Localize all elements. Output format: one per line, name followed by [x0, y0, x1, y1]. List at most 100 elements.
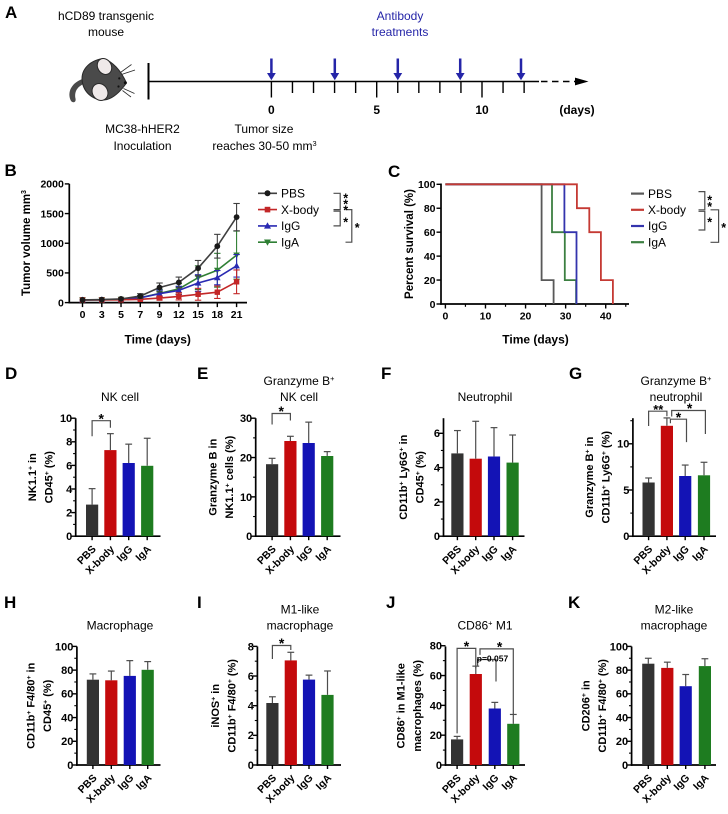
svg-text:30: 30 [240, 413, 252, 425]
svg-text:5: 5 [623, 485, 629, 497]
svg-text:Granzyme B in: Granzyme B in [208, 438, 220, 515]
svg-text:0: 0 [66, 531, 72, 543]
svg-text:PBS: PBS [281, 187, 305, 201]
svg-text:CD45+​ (%): CD45+​ (%) [415, 451, 427, 504]
svg-text:CD45+​ (%): CD45+​ (%) [44, 451, 56, 504]
svg-text:0: 0 [622, 760, 628, 772]
svg-text:40: 40 [600, 311, 612, 323]
svg-text:CD11b+​ Ly6G+​ in: CD11b+​ Ly6G+​ in [398, 434, 410, 520]
svg-text:10: 10 [240, 492, 252, 504]
svg-text:30: 30 [560, 311, 572, 323]
svg-text:Time (days): Time (days) [124, 333, 190, 347]
svg-text:Tumor size: Tumor size [235, 122, 294, 136]
svg-text:2: 2 [248, 730, 254, 742]
svg-text:*: * [279, 635, 285, 651]
svg-text:100: 100 [610, 641, 628, 653]
svg-text:**: ** [653, 402, 664, 417]
svg-text:NK1.1+​ cells (%): NK1.1+​ cells (%) [224, 435, 236, 518]
svg-text:CD11b+​ F4/80+​ in: CD11b+​ F4/80+​ in [26, 662, 38, 749]
svg-text:CD206+​ in: CD206+​ in [581, 680, 593, 731]
svg-text:0: 0 [268, 103, 275, 117]
svg-text:*: * [343, 198, 348, 212]
svg-text:Antibody: Antibody [377, 9, 424, 23]
svg-text:4: 4 [66, 484, 73, 496]
svg-text:J: J [386, 593, 395, 612]
svg-text:10: 10 [480, 311, 492, 323]
svg-text:macrophage: macrophage [641, 619, 708, 633]
svg-text:1500: 1500 [40, 208, 64, 220]
svg-text:CD11b+​ Ly6G+​ (%): CD11b+​ Ly6G+​ (%) [601, 431, 613, 524]
svg-text:18: 18 [211, 309, 223, 321]
svg-text:80: 80 [61, 665, 73, 677]
svg-text:Macrophage: Macrophage [87, 619, 154, 633]
svg-text:IgA: IgA [648, 235, 666, 249]
svg-text:E: E [197, 364, 208, 383]
svg-text:*: * [721, 221, 726, 235]
svg-text:15: 15 [192, 309, 204, 321]
svg-text:60: 60 [61, 689, 73, 701]
svg-text:H: H [4, 593, 16, 612]
svg-text:Granzyme B+​ in: Granzyme B+​ in [584, 436, 596, 517]
svg-text:CD86+​ in M1-like: CD86+​ in M1-like [396, 663, 408, 748]
svg-text:5: 5 [118, 309, 124, 321]
svg-text:Granzyme B+​: Granzyme B+​ [263, 374, 334, 388]
svg-text:*: * [707, 200, 712, 214]
svg-text:M1-like: M1-like [281, 603, 320, 617]
svg-text:mouse: mouse [88, 25, 124, 39]
svg-text:macrophages (%): macrophages (%) [412, 660, 424, 752]
svg-text:IgG: IgG [281, 219, 300, 233]
svg-text:10: 10 [60, 413, 72, 425]
svg-text:0: 0 [436, 760, 442, 772]
svg-text:40: 40 [61, 712, 73, 724]
svg-text:IgG: IgG [648, 219, 667, 233]
svg-text:60: 60 [424, 227, 436, 239]
svg-text:*: * [343, 204, 348, 218]
svg-text:0: 0 [246, 531, 252, 543]
svg-text:X-body: X-body [281, 203, 319, 217]
svg-text:40: 40 [424, 251, 436, 263]
svg-text:*: * [355, 221, 360, 235]
svg-text:C: C [388, 162, 400, 181]
svg-text:*: * [687, 400, 693, 416]
svg-text:9: 9 [157, 309, 163, 321]
svg-text:M2-like: M2-like [655, 603, 694, 617]
svg-text:4: 4 [434, 463, 441, 475]
svg-text:NK cell: NK cell [101, 390, 139, 404]
svg-text:G: G [569, 364, 582, 383]
svg-text:MC38-hHER2: MC38-hHER2 [105, 122, 180, 136]
svg-text:*: * [343, 192, 348, 206]
svg-text:80: 80 [616, 665, 628, 677]
svg-text:IgA: IgA [281, 235, 299, 249]
svg-text:4: 4 [248, 701, 255, 713]
svg-text:*: * [707, 194, 712, 208]
svg-text:0: 0 [430, 299, 436, 311]
svg-text:0: 0 [248, 760, 254, 772]
svg-text:CD11b+​ F4/80+​ (%): CD11b+​ F4/80+​ (%) [227, 659, 239, 753]
svg-text:0: 0 [67, 760, 73, 772]
svg-text:80: 80 [424, 203, 436, 215]
svg-text:NK cell: NK cell [280, 390, 318, 404]
svg-text:20: 20 [616, 736, 628, 748]
svg-text:40: 40 [430, 700, 442, 712]
svg-text:A: A [5, 3, 17, 22]
svg-text:10: 10 [617, 439, 629, 451]
svg-text:iNOS+​ in: iNOS+​ in [210, 684, 222, 728]
svg-text:1000: 1000 [40, 238, 64, 250]
svg-text:21: 21 [231, 309, 243, 321]
svg-text:CD86+​ M1: CD86+​ M1 [457, 619, 512, 633]
svg-text:60: 60 [616, 689, 628, 701]
svg-text:0: 0 [80, 309, 86, 321]
svg-text:*: * [99, 410, 105, 426]
svg-text:100: 100 [418, 179, 436, 191]
svg-text:treatments: treatments [372, 25, 429, 39]
svg-text:20: 20 [430, 730, 442, 742]
svg-text:2: 2 [434, 497, 440, 509]
svg-text:CD45+​ (%): CD45+​ (%) [42, 679, 54, 732]
svg-text:10: 10 [475, 103, 489, 117]
svg-text:*: * [464, 638, 470, 654]
svg-text:Inoculation: Inoculation [113, 139, 171, 153]
svg-text:7: 7 [137, 309, 143, 321]
svg-text:Neutrophil: Neutrophil [458, 390, 513, 404]
svg-text:NK1.1+​ in: NK1.1+​ in [27, 453, 39, 501]
svg-text:Granzyme B+​: Granzyme B+​ [640, 374, 711, 388]
